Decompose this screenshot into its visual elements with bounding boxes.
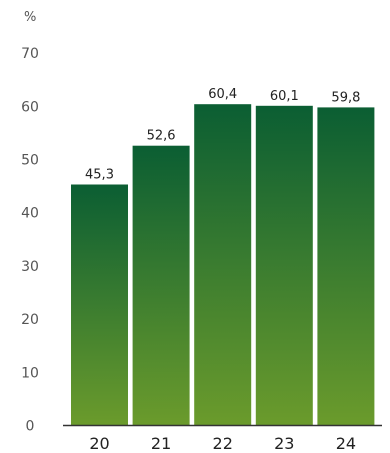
value-labels: 45,3 52,6 60,4 60,1 59,8 [85, 87, 360, 182]
bars [71, 104, 375, 426]
y-tick-label: 60 [21, 99, 39, 115]
y-axis-ticks: 0 10 20 30 40 50 60 70 [21, 46, 39, 434]
x-tick-label: 21 [151, 434, 171, 453]
data-label: 52,6 [147, 129, 176, 144]
y-tick-label: 50 [21, 153, 39, 169]
unit-label: % [24, 10, 36, 25]
data-label: 45,3 [85, 168, 114, 183]
bar-20 [71, 184, 128, 426]
bar-22 [194, 104, 252, 426]
x-tick-label: 24 [336, 434, 356, 453]
x-tick-label: 22 [213, 434, 233, 453]
y-tick-label: 30 [21, 259, 39, 275]
data-label: 59,8 [331, 90, 360, 105]
y-tick-label: 0 [26, 419, 35, 435]
bar-24 [317, 107, 375, 426]
x-tick-label: 23 [274, 434, 294, 453]
data-label: 60,1 [270, 89, 299, 104]
x-tick-label: 20 [89, 434, 109, 453]
data-label: 60,4 [208, 87, 237, 102]
bar-23 [255, 105, 313, 426]
y-tick-label: 40 [21, 206, 39, 222]
y-tick-label: 10 [21, 365, 39, 381]
y-tick-label: 70 [21, 46, 39, 62]
bar-21 [132, 145, 190, 426]
x-axis-ticks: 20 21 22 23 24 [89, 434, 356, 453]
y-tick-label: 20 [21, 312, 39, 328]
